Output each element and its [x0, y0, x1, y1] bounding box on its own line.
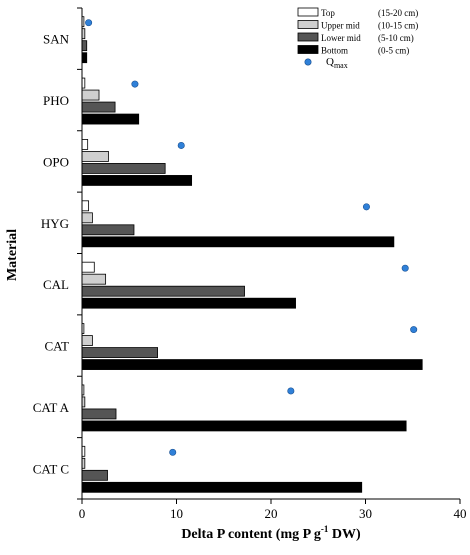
legend-depth-bottom: (0-5 cm) [378, 46, 409, 56]
bar-lower-mid-san [81, 40, 88, 52]
bar-lower-mid-pho [81, 101, 116, 113]
x-tick-label-10: 10 [170, 506, 183, 521]
qmax-point-san [85, 19, 93, 27]
qmax-point-opo [177, 141, 185, 149]
y-tick-label-cat-c: CAT C [33, 461, 69, 476]
bar-lower-mid-cat-a [81, 408, 117, 420]
x-axis-title-superscript: -1 [321, 524, 329, 534]
qmax-layer [85, 19, 418, 456]
y-tick-label-cat-a: CAT A [33, 400, 70, 415]
legend-depth-upper-mid: (10-15 cm) [378, 21, 418, 31]
bar-upper-mid-opo [81, 151, 109, 162]
legend-depth-top: (15-20 cm) [378, 8, 418, 18]
qmax-point-hyg [362, 203, 370, 211]
bar-upper-mid-cal [81, 273, 107, 285]
y-tick-label-san: SAN [43, 32, 70, 47]
x-tick-label-40: 40 [454, 506, 467, 521]
bar-bottom-opo [81, 175, 193, 186]
plot-area [82, 8, 460, 499]
qmax-point-pho [131, 80, 139, 88]
x-axis-ticks: 0 10 20 30 40 [79, 499, 467, 521]
legend-swatch-lower-mid [297, 32, 319, 42]
y-tick-label-hyg: HYG [41, 216, 69, 231]
x-tick-label-20: 20 [265, 506, 278, 521]
bar-bottom-cal [81, 297, 296, 309]
bar-lower-mid-cal [81, 285, 245, 297]
bar-upper-mid-cat [81, 335, 93, 346]
y-axis-ticks: SAN PHO OPO HYG CAL CAT CAT A CAT C [33, 7, 82, 500]
bar-lower-mid-opo [81, 163, 166, 174]
y-tick-label-cat: CAT [44, 339, 69, 354]
legend: Top (15-20 cm) Upper mid (10-15 cm) Lower mi… [297, 7, 418, 70]
bar-bottom-cat [81, 359, 423, 370]
bar-upper-mid-hyg [81, 212, 93, 224]
x-axis-title-main: Delta P content (mg P g [181, 527, 321, 542]
x-tick-label-30: 30 [359, 506, 372, 521]
qmax-point-cat [410, 326, 418, 334]
qmax-point-cal [401, 264, 409, 272]
bar-top-cal [81, 261, 95, 273]
bar-lower-mid-cat-c [81, 469, 108, 481]
bar-bottom-cat-a [81, 420, 407, 432]
legend-swatch-qmax [304, 58, 312, 66]
bars-layer [81, 16, 423, 493]
bar-bottom-hyg [81, 236, 395, 248]
y-axis-title: Material [5, 229, 20, 281]
x-tick-label-0: 0 [79, 506, 86, 521]
legend-label-qmax: Qmax [326, 56, 348, 70]
y-tick-label-opo: OPO [43, 154, 69, 169]
legend-swatch-upper-mid [297, 20, 319, 29]
bar-upper-mid-pho [81, 89, 100, 101]
qmax-point-cat-c [169, 448, 177, 456]
bar-bottom-san [81, 52, 88, 64]
bar-bottom-pho [81, 113, 140, 125]
legend-swatch-bottom [297, 45, 319, 54]
x-axis-title: Delta P content (mg P g-1 DW) [181, 524, 361, 542]
bar-lower-mid-cat [81, 347, 158, 358]
bar-bottom-cat-c [81, 481, 363, 493]
bar-top-hyg [81, 200, 90, 212]
legend-label-bottom: Bottom [321, 46, 348, 56]
legend-label-upper-mid: Upper mid [321, 21, 360, 31]
legend-depth-lower-mid: (5-10 cm) [378, 33, 414, 43]
bar-top-opo [81, 139, 89, 150]
y-tick-label-pho: PHO [43, 93, 69, 108]
legend-swatch-top [297, 7, 319, 17]
y-tick-label-cal: CAL [43, 277, 69, 292]
bar-lower-mid-hyg [81, 224, 135, 236]
qmax-point-cat-a [287, 387, 295, 395]
legend-label-top: Top [321, 8, 335, 18]
x-axis-title-tail: DW) [328, 527, 361, 542]
legend-label-lower-mid: Lower mid [321, 33, 361, 43]
